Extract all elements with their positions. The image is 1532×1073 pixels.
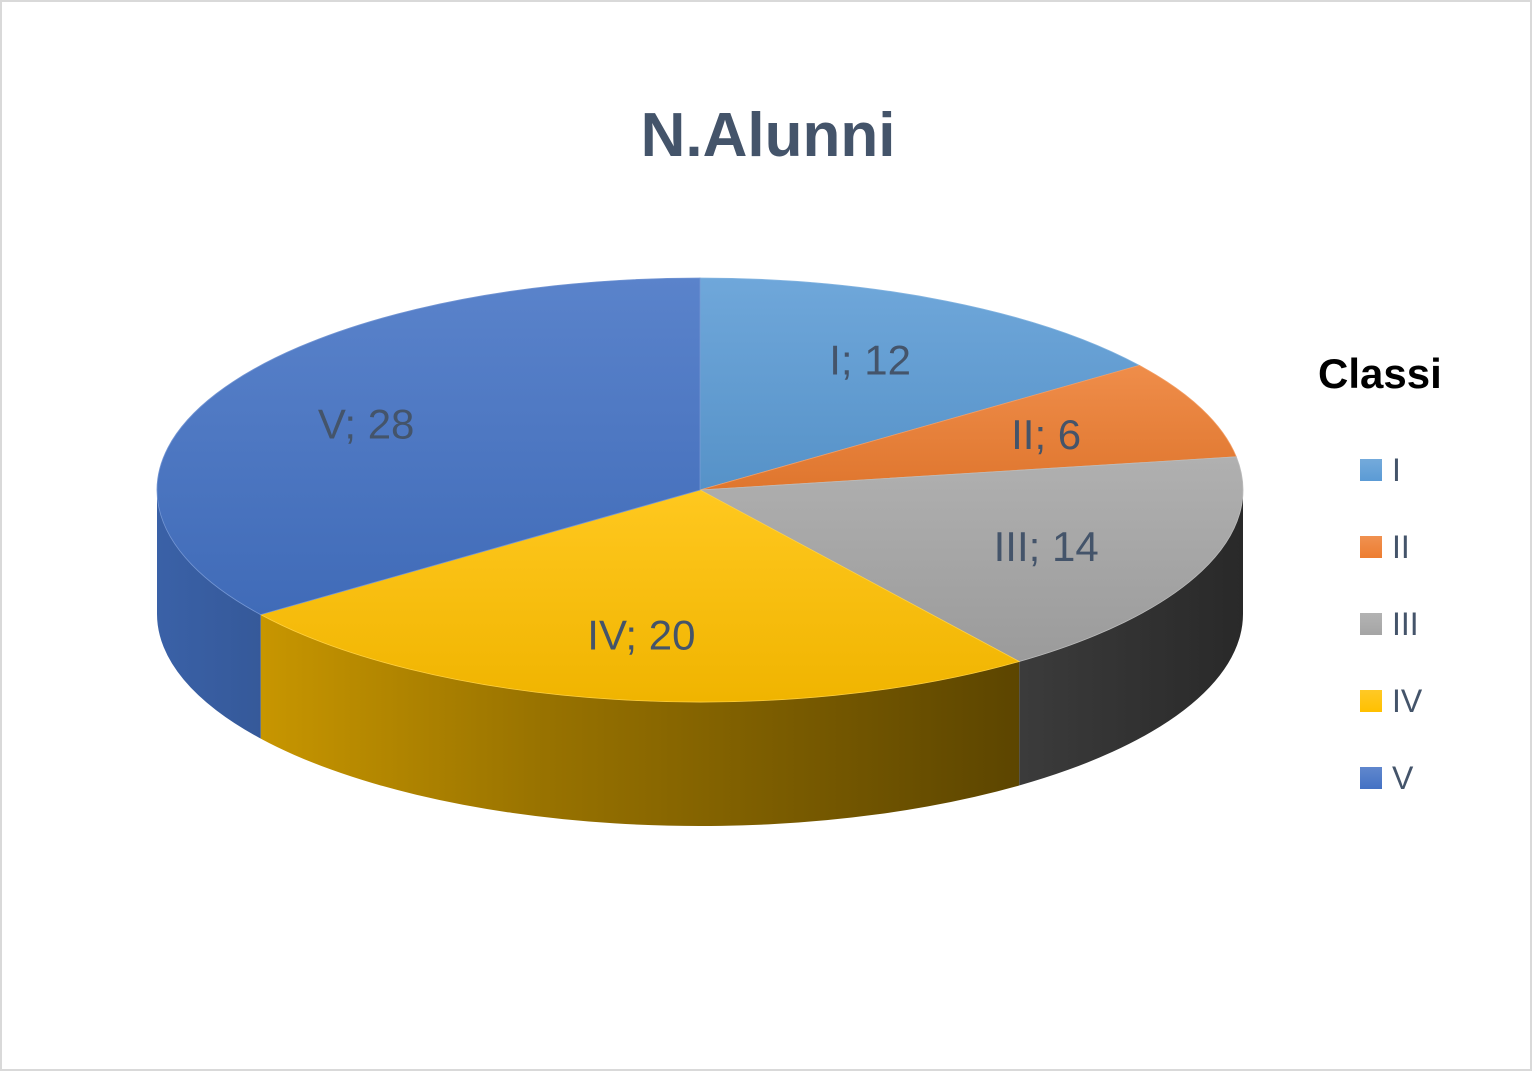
- pie-sides: [157, 490, 1243, 826]
- legend-item-IV: IV: [1360, 681, 1442, 721]
- data-label-IV: IV; 20: [587, 611, 695, 658]
- legend-swatch: [1360, 536, 1382, 558]
- pie-slice-V: [156, 277, 701, 616]
- legend-label: V: [1392, 759, 1414, 796]
- legend-label: III: [1392, 605, 1419, 642]
- legend-label: I: [1392, 451, 1401, 488]
- data-label-III: III; 14: [994, 523, 1099, 570]
- legend-label: II: [1392, 528, 1410, 565]
- data-label-V: V; 28: [318, 401, 415, 448]
- legend-swatch: [1360, 613, 1382, 635]
- pie-tops: [156, 277, 1244, 703]
- legend-title: Classi: [1318, 350, 1442, 397]
- pie-labels: I; 12 II; 6 III; 14 IV; 20 V; 28: [318, 337, 1099, 659]
- chart-title: N.Alunni: [640, 101, 896, 170]
- data-label-II: II; 6: [1011, 411, 1081, 458]
- pie-side-V: [157, 490, 261, 739]
- legend-item-I: I: [1360, 450, 1442, 490]
- pie-side-IV: [260, 614, 1020, 826]
- legend-items: I II III IV V: [1318, 450, 1442, 798]
- legend-swatch: [1360, 767, 1382, 789]
- legend-label: IV: [1392, 682, 1423, 719]
- pie-slice-IV: [259, 489, 1021, 703]
- data-label-I: I; 12: [829, 337, 911, 384]
- legend: Classi I II III IV V: [1318, 350, 1442, 835]
- legend-item-II: II: [1360, 527, 1442, 567]
- legend-swatch: [1360, 459, 1382, 481]
- legend-item-III: III: [1360, 604, 1442, 644]
- pie-slice-III: [698, 456, 1244, 662]
- pie-slice-I: [699, 277, 1141, 491]
- pie-slice-II: [699, 364, 1237, 491]
- pie-side-III: [1019, 490, 1243, 786]
- legend-item-V: V: [1360, 758, 1442, 798]
- legend-swatch: [1360, 690, 1382, 712]
